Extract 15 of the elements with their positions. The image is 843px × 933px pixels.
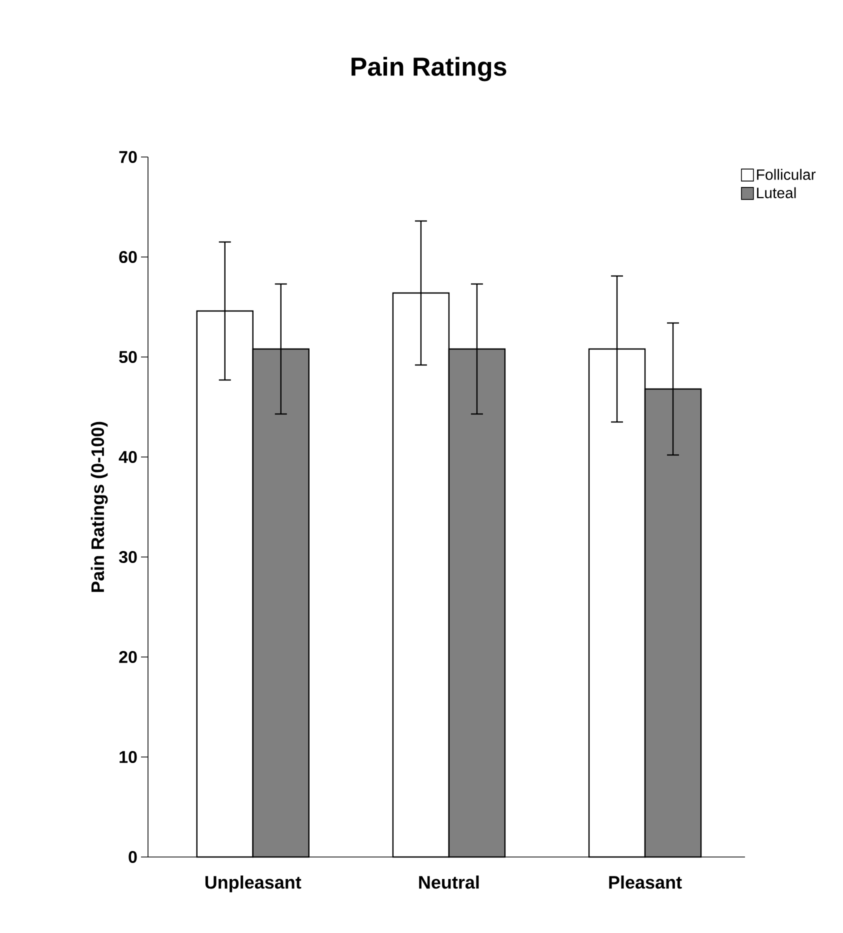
x-tick-label: Neutral xyxy=(419,876,479,889)
y-tick-label: 10 xyxy=(120,750,137,764)
y-tick-label: 50 xyxy=(119,350,137,364)
y-tick-label: 40 xyxy=(118,450,137,464)
x-tick-label: Pleasant xyxy=(609,876,682,889)
legend-label: Luteal xyxy=(757,187,796,198)
x-tick-label: Unpleasant xyxy=(205,876,302,892)
chart-title: Pain Ratings xyxy=(352,56,506,82)
y-axis-title: Pain Ratings (0-100) xyxy=(90,422,108,592)
y-tick-label: 60 xyxy=(119,250,137,264)
y-tick-label: 30 xyxy=(118,550,137,564)
y-tick-label: 70 xyxy=(119,150,137,164)
y-tick-label: 20 xyxy=(119,650,137,664)
y-tick-label: 0 xyxy=(128,850,137,864)
legend-label: Follicular xyxy=(757,168,816,180)
